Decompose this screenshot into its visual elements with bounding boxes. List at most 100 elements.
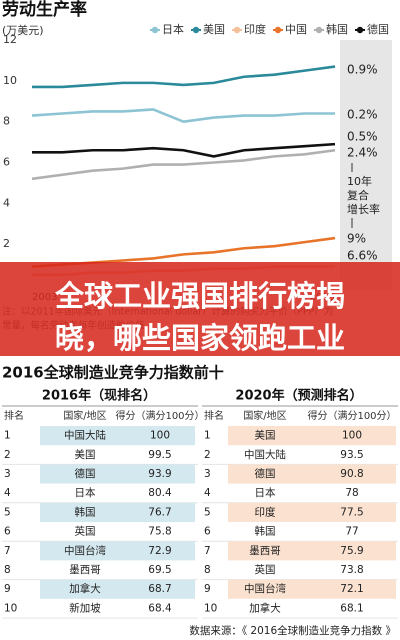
legend-label: 中国 (285, 23, 307, 36)
table-cell: 2 (4, 449, 11, 461)
table-cell: 8 (204, 564, 211, 576)
table-cell: 80.4 (148, 487, 172, 499)
legend-dot (356, 26, 364, 34)
legend-label: 德国 (367, 22, 389, 36)
growth-title: 10年 (347, 174, 372, 188)
table-cell: 5 (4, 506, 11, 518)
table-cell: 中国大陆 (244, 448, 286, 461)
y-tick-label: 12 (3, 33, 17, 46)
legend-label: 印度 (244, 22, 266, 36)
group-title: 2016年（现排名） (42, 388, 156, 404)
table-cell: 10 (4, 602, 17, 614)
row-shade (228, 426, 396, 446)
table-cell: 中国台湾 (64, 544, 106, 557)
table-cell: 7 (4, 545, 11, 557)
table-cell: 68.7 (148, 583, 171, 595)
y-tick-label: 8 (3, 115, 10, 128)
table-cell: 1 (204, 430, 211, 442)
table-cell: 韩国 (255, 525, 276, 538)
growth-label: 0.5% (347, 130, 378, 144)
table-cell: 73.8 (340, 564, 363, 576)
series-line (32, 142, 336, 158)
table-cell: 英国 (255, 563, 276, 576)
growth-label: 9% (347, 232, 366, 246)
table-cell: 99.5 (148, 449, 171, 461)
row-shade (228, 541, 396, 561)
banner-text: 全球工业强国排行榜揭 (54, 279, 345, 313)
table-cell: 6 (204, 526, 211, 538)
table-cell: 日本 (255, 486, 276, 499)
table-cell: 69.5 (148, 564, 171, 576)
row-shade (40, 579, 195, 599)
table-cell: 68.1 (340, 602, 363, 614)
table-cell: 中国台湾 (244, 582, 286, 595)
table-cell: 美国 (75, 448, 96, 461)
table-cell: 100 (342, 430, 362, 442)
row-shade (228, 579, 396, 599)
y-tick-label: 6 (3, 156, 10, 169)
table-cell: 新加坡 (69, 601, 101, 614)
table-cell: 90.8 (340, 468, 363, 480)
growth-title: 增长率 (347, 202, 380, 216)
growth-label: 0.9% (347, 63, 378, 77)
banner (0, 262, 400, 356)
growth-title: 复合 (347, 188, 369, 202)
column-header: 排名 (204, 409, 224, 422)
y-tick-label: 2 (3, 237, 10, 250)
table-cell: 76.7 (148, 506, 171, 518)
growth-label: 0.2% (347, 108, 378, 122)
table-cell: 1 (4, 430, 11, 442)
table-cell: 韩国 (75, 505, 96, 518)
legend-dot (315, 26, 323, 34)
table-title: 2016全球制造业竞争力指数前十 (2, 364, 224, 382)
table-cell: 10 (204, 602, 217, 614)
table-cell: 68.4 (148, 602, 172, 614)
table-cell: 75.9 (340, 545, 363, 557)
table-cell: 3 (204, 468, 211, 480)
growth-label: 2.4% (347, 146, 378, 160)
table-cell: 77.5 (340, 506, 363, 518)
table-cell: 72.9 (148, 545, 171, 557)
row-shade (40, 464, 195, 484)
series-line (31, 108, 335, 124)
table-cell: 英国 (75, 525, 96, 538)
table-cell: 德国 (75, 467, 96, 480)
group-title: 2020年（预测排名） (235, 388, 362, 404)
chart-title: 劳动生产率 (2, 0, 87, 20)
row-shade (40, 541, 195, 561)
y-unit: (万美元) (2, 24, 44, 37)
table-cell: 8 (4, 564, 11, 576)
legend-dot (151, 26, 159, 34)
table-cell: 德国 (255, 467, 276, 480)
column-header: 得分（满分100分） (307, 410, 396, 422)
table-cell: 78 (345, 487, 358, 499)
legend-label: 日本 (162, 22, 184, 36)
table-cell: 75.8 (148, 526, 171, 538)
table-cell: 72.1 (340, 583, 363, 595)
column-header: 国家/地区 (243, 409, 286, 422)
table-cell: 7 (204, 545, 211, 557)
table-cell: 美国 (255, 429, 276, 442)
legend-dot (233, 26, 241, 34)
y-tick-label: 4 (3, 196, 10, 209)
table-cell: 墨西哥 (69, 564, 101, 576)
table-cell: 4 (204, 487, 211, 499)
table-cell: 墨西哥 (249, 545, 281, 557)
table-cell: 2 (204, 449, 211, 461)
legend-label: 韩国 (326, 22, 348, 36)
table-cell: 3 (4, 468, 11, 480)
legend-dot (192, 26, 200, 34)
column-header: 排名 (4, 409, 24, 422)
column-header: 得分（满分100分） (115, 410, 204, 422)
table-cell: 100 (150, 430, 170, 442)
table-cell: 93.9 (148, 468, 171, 480)
series-line (31, 148, 336, 181)
row-shade (40, 502, 195, 522)
table-cell: 77 (345, 526, 358, 538)
growth-band (340, 40, 392, 290)
table-cell: 中国大陆 (64, 429, 106, 442)
growth-label: 6.6% (347, 249, 378, 263)
table-cell: 93.5 (340, 449, 363, 461)
